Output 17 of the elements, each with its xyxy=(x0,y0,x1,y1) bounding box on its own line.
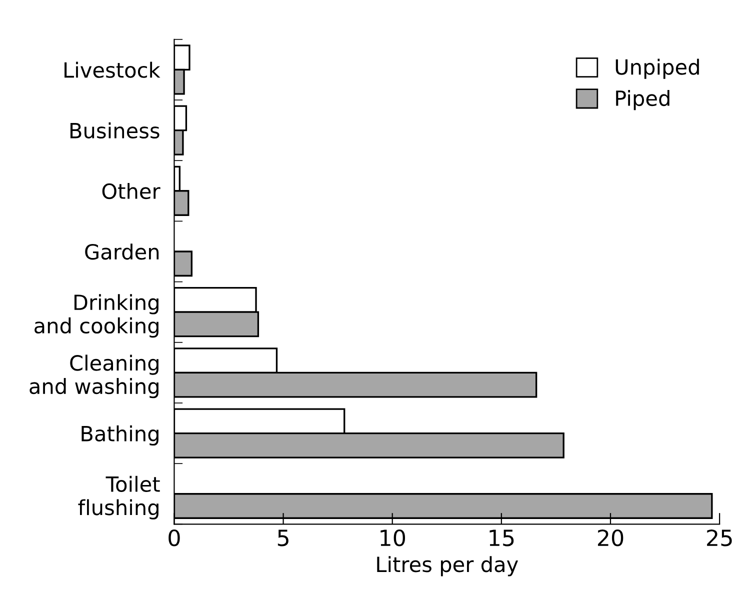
x-tick-label: 20 xyxy=(598,529,624,546)
x-tick-label: 0 xyxy=(168,529,180,546)
y-tick-label: Other xyxy=(102,182,160,200)
x-tick-label: 5 xyxy=(278,530,288,546)
y-tick-label: Business xyxy=(70,122,160,138)
y-tick-label: Garden xyxy=(85,244,159,260)
x-tick-label: 10 xyxy=(380,529,406,546)
y-tick-label: Toilet flushing xyxy=(78,476,160,520)
y-tick-label: Drinking and cooking xyxy=(34,294,158,338)
x-tick-label: 25 xyxy=(707,529,732,546)
y-tick-label: Livestock xyxy=(64,62,160,78)
y-tick-label: Bathing xyxy=(82,425,158,446)
legend-label: Piped xyxy=(616,90,670,110)
y-tick-label: Cleaning and washing xyxy=(30,354,158,398)
x-tick-label: 15 xyxy=(490,530,514,546)
x-axis-title: Litres per day xyxy=(377,556,518,576)
legend-label: Unpiped xyxy=(616,58,699,79)
